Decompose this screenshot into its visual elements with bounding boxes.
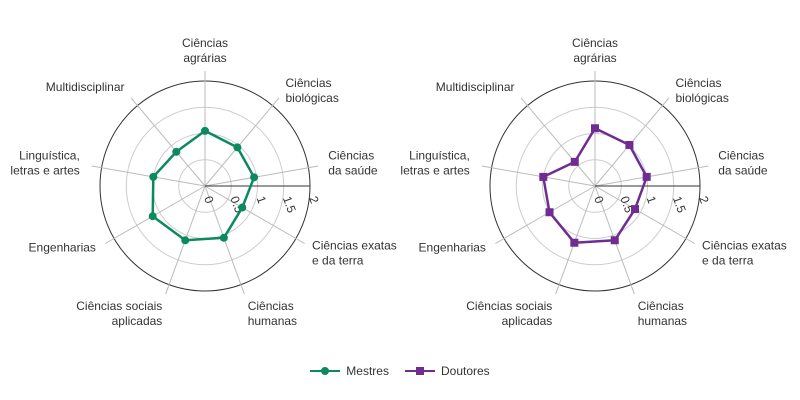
category-label-ciencias-humanas: Ciências humanas bbox=[638, 299, 687, 328]
data-point-doutores-engenharias[interactable] bbox=[545, 208, 554, 217]
radial-tick-label: 2 bbox=[306, 194, 322, 205]
category-label-ciencias-sociais-aplicadas: Ciências sociais aplicadas bbox=[466, 299, 552, 328]
category-label-ciencias-biologicas: Ciências biológicas bbox=[285, 76, 338, 105]
data-point-doutores-ciencias-da-saude[interactable] bbox=[642, 172, 651, 181]
legend-swatch-doutores bbox=[404, 365, 435, 377]
radial-tick-label: 1.5 bbox=[280, 194, 299, 215]
spoke bbox=[594, 185, 695, 244]
category-label-engenharias: Engenharias bbox=[419, 241, 486, 255]
category-label-ciencias-agrarias: Ciências agrárias bbox=[182, 36, 228, 65]
data-point-doutores-linguistica-letras-e-artes[interactable] bbox=[539, 172, 548, 181]
spoke bbox=[495, 185, 596, 244]
data-point-doutores-ciencias-exatas-e-da-terra[interactable] bbox=[631, 205, 640, 214]
spoke bbox=[130, 97, 206, 187]
spoke bbox=[204, 185, 305, 244]
data-point-doutores-multidisciplinar[interactable] bbox=[570, 157, 579, 166]
category-label-ciencias-biologicas: Ciências biológicas bbox=[675, 76, 728, 105]
data-point-doutores-ciencias-sociais-aplicadas[interactable] bbox=[570, 238, 579, 247]
spoke bbox=[204, 97, 280, 187]
spoke bbox=[594, 165, 709, 187]
series-line-mestres bbox=[151, 129, 256, 242]
legend-swatch-mestres bbox=[310, 365, 341, 377]
category-label-engenharias: Engenharias bbox=[29, 241, 96, 255]
category-label-ciencias-da-saude: Ciências da saúde bbox=[328, 148, 378, 177]
series-line-doutores bbox=[542, 127, 648, 244]
data-point-mestres-ciencias-biologicas[interactable] bbox=[233, 143, 242, 152]
data-point-doutores-ciencias-humanas[interactable] bbox=[610, 236, 619, 245]
category-label-ciencias-da-saude: Ciências da saúde bbox=[718, 148, 768, 177]
radial-tick-label: 1 bbox=[644, 194, 660, 205]
spoke bbox=[520, 97, 596, 187]
legend: Mestres Doutores bbox=[0, 364, 800, 378]
category-label-ciencias-sociais-aplicadas: Ciências sociais aplicadas bbox=[76, 299, 162, 328]
category-label-ciencias-exatas-e-da-terra: Ciências exatas e da terra bbox=[702, 239, 787, 268]
data-point-mestres-engenharias[interactable] bbox=[148, 212, 157, 221]
data-point-mestres-linguistica-letras-e-artes[interactable] bbox=[149, 172, 158, 181]
data-point-mestres-ciencias-sociais-aplicadas[interactable] bbox=[181, 236, 190, 245]
data-point-doutores-ciencias-biologicas[interactable] bbox=[625, 140, 634, 149]
data-point-mestres-ciencias-exatas-e-da-terra[interactable] bbox=[238, 203, 247, 212]
radial-tick-label: 1 bbox=[254, 194, 270, 205]
category-label-multidisciplinar: Multidisciplinar bbox=[436, 80, 515, 94]
radial-tick-label: 0 bbox=[591, 194, 607, 205]
legend-item-doutores[interactable]: Doutores bbox=[404, 364, 490, 378]
category-label-ciencias-humanas: Ciências humanas bbox=[248, 299, 297, 328]
category-label-ciencias-agrarias: Ciências agrárias bbox=[572, 36, 618, 65]
legend-label-doutores: Doutores bbox=[440, 364, 490, 378]
legend-label-mestres: Mestres bbox=[346, 364, 389, 378]
category-label-multidisciplinar: Multidisciplinar bbox=[46, 80, 125, 94]
data-point-mestres-multidisciplinar[interactable] bbox=[172, 147, 181, 156]
spoke bbox=[204, 165, 319, 187]
data-point-mestres-ciencias-humanas[interactable] bbox=[219, 233, 228, 242]
category-label-linguistica-letras-e-artes: Linguística, letras e artes bbox=[400, 148, 469, 177]
legend-item-mestres[interactable]: Mestres bbox=[310, 364, 389, 378]
spoke bbox=[91, 165, 206, 187]
radial-tick-label: 0 bbox=[201, 194, 217, 205]
category-label-ciencias-exatas-e-da-terra: Ciências exatas e da terra bbox=[312, 239, 397, 268]
data-point-doutores-ciencias-agrarias[interactable] bbox=[591, 124, 599, 133]
radial-tick-label: 2 bbox=[696, 194, 712, 205]
data-point-mestres-ciencias-da-saude[interactable] bbox=[250, 173, 259, 182]
spoke bbox=[481, 165, 596, 187]
radial-tick-label: 1.5 bbox=[670, 194, 689, 215]
data-point-mestres-ciencias-agrarias[interactable] bbox=[201, 126, 209, 135]
category-label-linguistica-letras-e-artes: Linguística, letras e artes bbox=[10, 148, 79, 177]
